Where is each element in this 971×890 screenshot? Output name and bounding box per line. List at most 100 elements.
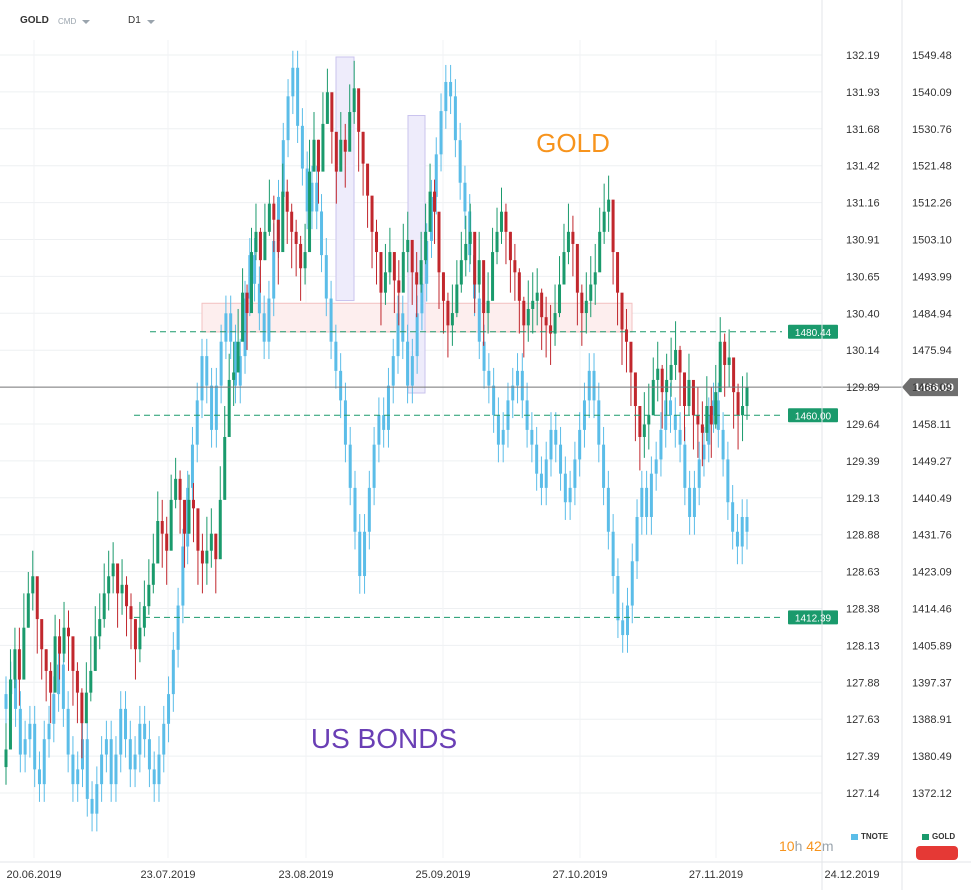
gold-candle-body	[633, 372, 637, 407]
right-axis-tick-label: 1380.49	[912, 751, 952, 763]
gold-legend: GOLD	[922, 832, 955, 841]
gold-candle-body	[714, 392, 718, 425]
gold-candle-body	[566, 231, 570, 253]
gold-candle-body	[227, 379, 231, 437]
gold-candle-body	[638, 406, 642, 437]
bond-candle-body	[195, 400, 199, 445]
timeframe-label[interactable]: D1	[128, 15, 141, 26]
gold-candle-body	[642, 424, 646, 437]
bond-candle-body	[276, 196, 280, 241]
gold-candle-body	[499, 211, 503, 232]
bond-candle-body	[85, 739, 89, 799]
gold-candle-body	[53, 636, 57, 693]
gold-candle-body	[558, 284, 562, 314]
gold-candle-body	[98, 619, 102, 637]
bond-candle-body	[410, 356, 414, 386]
right-axis-tick-label: 1440.49	[912, 493, 952, 505]
level-tag	[788, 408, 838, 423]
bond-candle-body	[645, 487, 649, 517]
bond-candle-body	[530, 429, 534, 445]
gold-legend-square-icon	[922, 833, 929, 840]
bond-candle-body	[210, 385, 214, 430]
bond-candle-body	[90, 798, 94, 814]
gold-candle-body	[495, 231, 499, 253]
gold-candle-body	[513, 260, 517, 273]
right-axis-tick-label: 1397.37	[912, 677, 952, 689]
bond-candle-body	[176, 605, 180, 650]
bond-candle-body	[549, 429, 553, 460]
gold-candle-body	[40, 619, 44, 650]
level-tag	[788, 324, 838, 339]
gold-candles	[4, 60, 749, 785]
gold-candle-body	[504, 211, 508, 232]
bond-candle-body	[640, 487, 644, 517]
gold-candle-body	[209, 533, 213, 551]
bond-candle-body	[119, 708, 123, 755]
gold-candle-body	[562, 252, 566, 285]
gold-candle-body	[250, 252, 254, 314]
gold-candle-body	[428, 191, 432, 232]
bond-candle-body	[611, 531, 615, 577]
bond-candle-body	[229, 313, 233, 342]
gold-candle-body	[334, 131, 338, 172]
gold-candle-body	[508, 231, 512, 261]
bond-candle-body	[688, 487, 692, 517]
bond-candle-body	[205, 356, 209, 386]
sell-indicator-button[interactable]	[916, 846, 958, 860]
gold-candle-body	[26, 593, 30, 628]
left-axis-tick-label: 128.38	[846, 604, 880, 616]
gold-candle-body	[218, 499, 222, 560]
gold-candle-body	[459, 260, 463, 285]
gold-candle-body	[343, 139, 347, 152]
gold-candle-body	[361, 131, 365, 164]
left-axis-tick-label: 129.64	[846, 419, 880, 431]
bond-candle-body	[363, 531, 367, 577]
left-axis-tick-label: 128.88	[846, 530, 880, 542]
gold-candle-body	[517, 272, 521, 301]
bond-candle-body	[592, 370, 596, 401]
gold-candle-body	[683, 372, 687, 407]
bond-candle-body	[444, 81, 448, 112]
gold-candle-body	[93, 636, 97, 671]
bond-candle-body	[296, 67, 300, 126]
gold-candle-body	[723, 341, 727, 365]
bond-candle-body	[238, 356, 242, 386]
bond-candle-body	[310, 182, 314, 212]
gold-candle-body	[8, 679, 12, 750]
bond-candle-body	[520, 370, 524, 401]
gold-candle-body	[160, 521, 164, 534]
bond-candle-body	[721, 429, 725, 460]
right-axis-tick-label: 1466.09	[912, 382, 952, 394]
gold-candle-body	[214, 533, 218, 560]
bond-candle-body	[300, 125, 304, 169]
bond-candle-body	[66, 708, 70, 755]
gold-candle-body	[223, 436, 227, 500]
bond-candle-body	[573, 459, 577, 488]
gold-candle-body	[232, 372, 236, 380]
gold-candle-body	[125, 584, 129, 607]
gold-candle-body	[191, 499, 195, 509]
gold-candle-body	[174, 478, 178, 500]
bond-candle-body	[214, 385, 218, 430]
timeframe-chevron-down-icon[interactable]	[147, 20, 155, 24]
gold-candle-body	[165, 533, 169, 551]
gold-candle-body	[200, 550, 204, 564]
gold-candle-body	[285, 191, 289, 212]
x-axis-date-label: 27.11.2019	[689, 869, 743, 881]
chart-toolbar: GOLD CMD D1	[0, 0, 820, 40]
bond-candle-body	[104, 739, 108, 755]
bond-candle-body	[501, 429, 505, 445]
gold-candle-body	[258, 231, 262, 261]
bond-candle-body	[673, 415, 677, 430]
gold-candle-body	[607, 199, 611, 212]
gold-candle-body	[312, 139, 316, 172]
instrument-type-label[interactable]: CMD	[58, 17, 77, 26]
bond-candle-body	[358, 531, 362, 577]
symbol-dropdown-chevron-down-icon[interactable]	[82, 20, 90, 24]
gold-candle-body	[660, 368, 664, 393]
gold-candle-body	[616, 252, 620, 293]
symbol-label[interactable]: GOLD	[20, 15, 49, 26]
left-axis-tick-label: 131.68	[846, 124, 880, 136]
gold-candle-body	[647, 415, 651, 425]
